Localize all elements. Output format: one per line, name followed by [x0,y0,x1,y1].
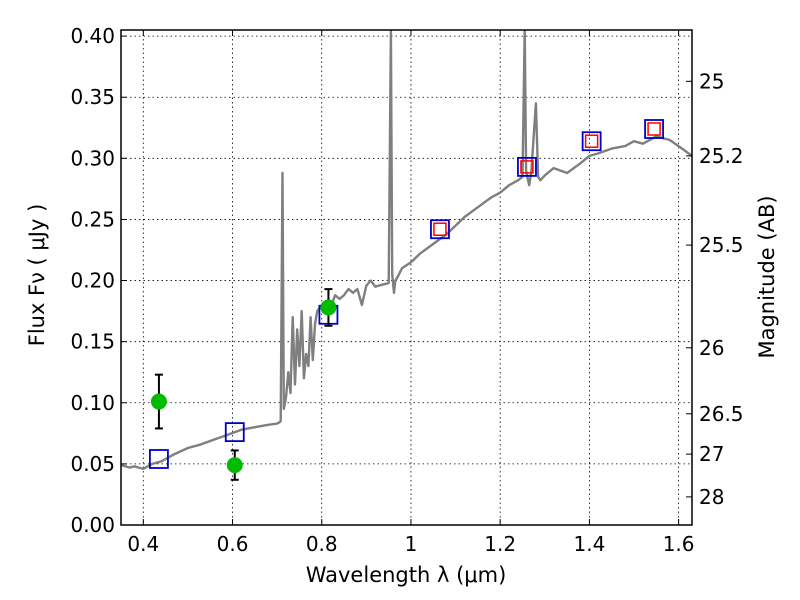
mag-tick-label: 26 [699,336,724,360]
observed-square-marker [584,134,599,148]
spectrum-line [121,30,692,470]
model-square-marker [149,449,169,469]
mag-tick-label: 28 [699,485,724,509]
y-tick-label: 0.35 [70,85,115,109]
y2-axis-label: Magnitude (AB) [755,195,779,358]
grid-layer [121,30,692,526]
model-square-marker [224,422,245,443]
tick-layer: 0.4 0.6 0.8 1 1.2 1.4 1.6 0.00 0.05 0.10 0.15 0.20 0… [70,24,743,556]
mag-tick-label: 25.2 [699,144,744,168]
y-tick-label: 0.25 [70,207,115,231]
plot-layer [121,30,692,481]
x-tick-label: 1.2 [484,532,516,556]
mag-tick-label: 26.5 [699,402,744,426]
y-tick-label: 0.20 [70,269,115,293]
y-axis-label: Flux Fν ( μJy ) [25,204,49,347]
model-square-marker [430,219,450,240]
mag-tick-label: 27 [699,442,724,466]
observed-square-marker [433,222,447,236]
x-tick-label: 0.8 [306,532,338,556]
plot-frame [120,29,693,526]
y-tick-label: 0.00 [70,513,115,537]
mag-tick-label: 25 [699,69,724,93]
model-square-marker [517,156,537,177]
observed-square-marker [647,122,661,136]
observed-circle-marker [320,299,337,316]
x-tick-label: 0.4 [127,532,159,556]
mag-tick-label: 25.5 [699,233,744,257]
x-axis-label: Wavelength λ (μm) [306,563,507,587]
x-tick-label: 1.4 [573,532,605,556]
y-tick-label: 0.10 [70,391,115,415]
y-tick-label: 0.30 [70,146,115,170]
model-square-marker [644,119,664,139]
y-tick-label: 0.40 [70,24,115,48]
x-tick-label: 1.6 [663,532,695,556]
observed-square-marker [520,160,534,174]
model-square-marker [581,131,602,152]
observed-circle-marker [150,393,167,410]
observed-circle-marker [226,457,243,474]
y-tick-label: 0.15 [70,330,115,354]
y-tick-label: 0.05 [70,452,115,476]
x-tick-label: 1 [405,532,418,556]
x-tick-label: 0.6 [217,532,249,556]
